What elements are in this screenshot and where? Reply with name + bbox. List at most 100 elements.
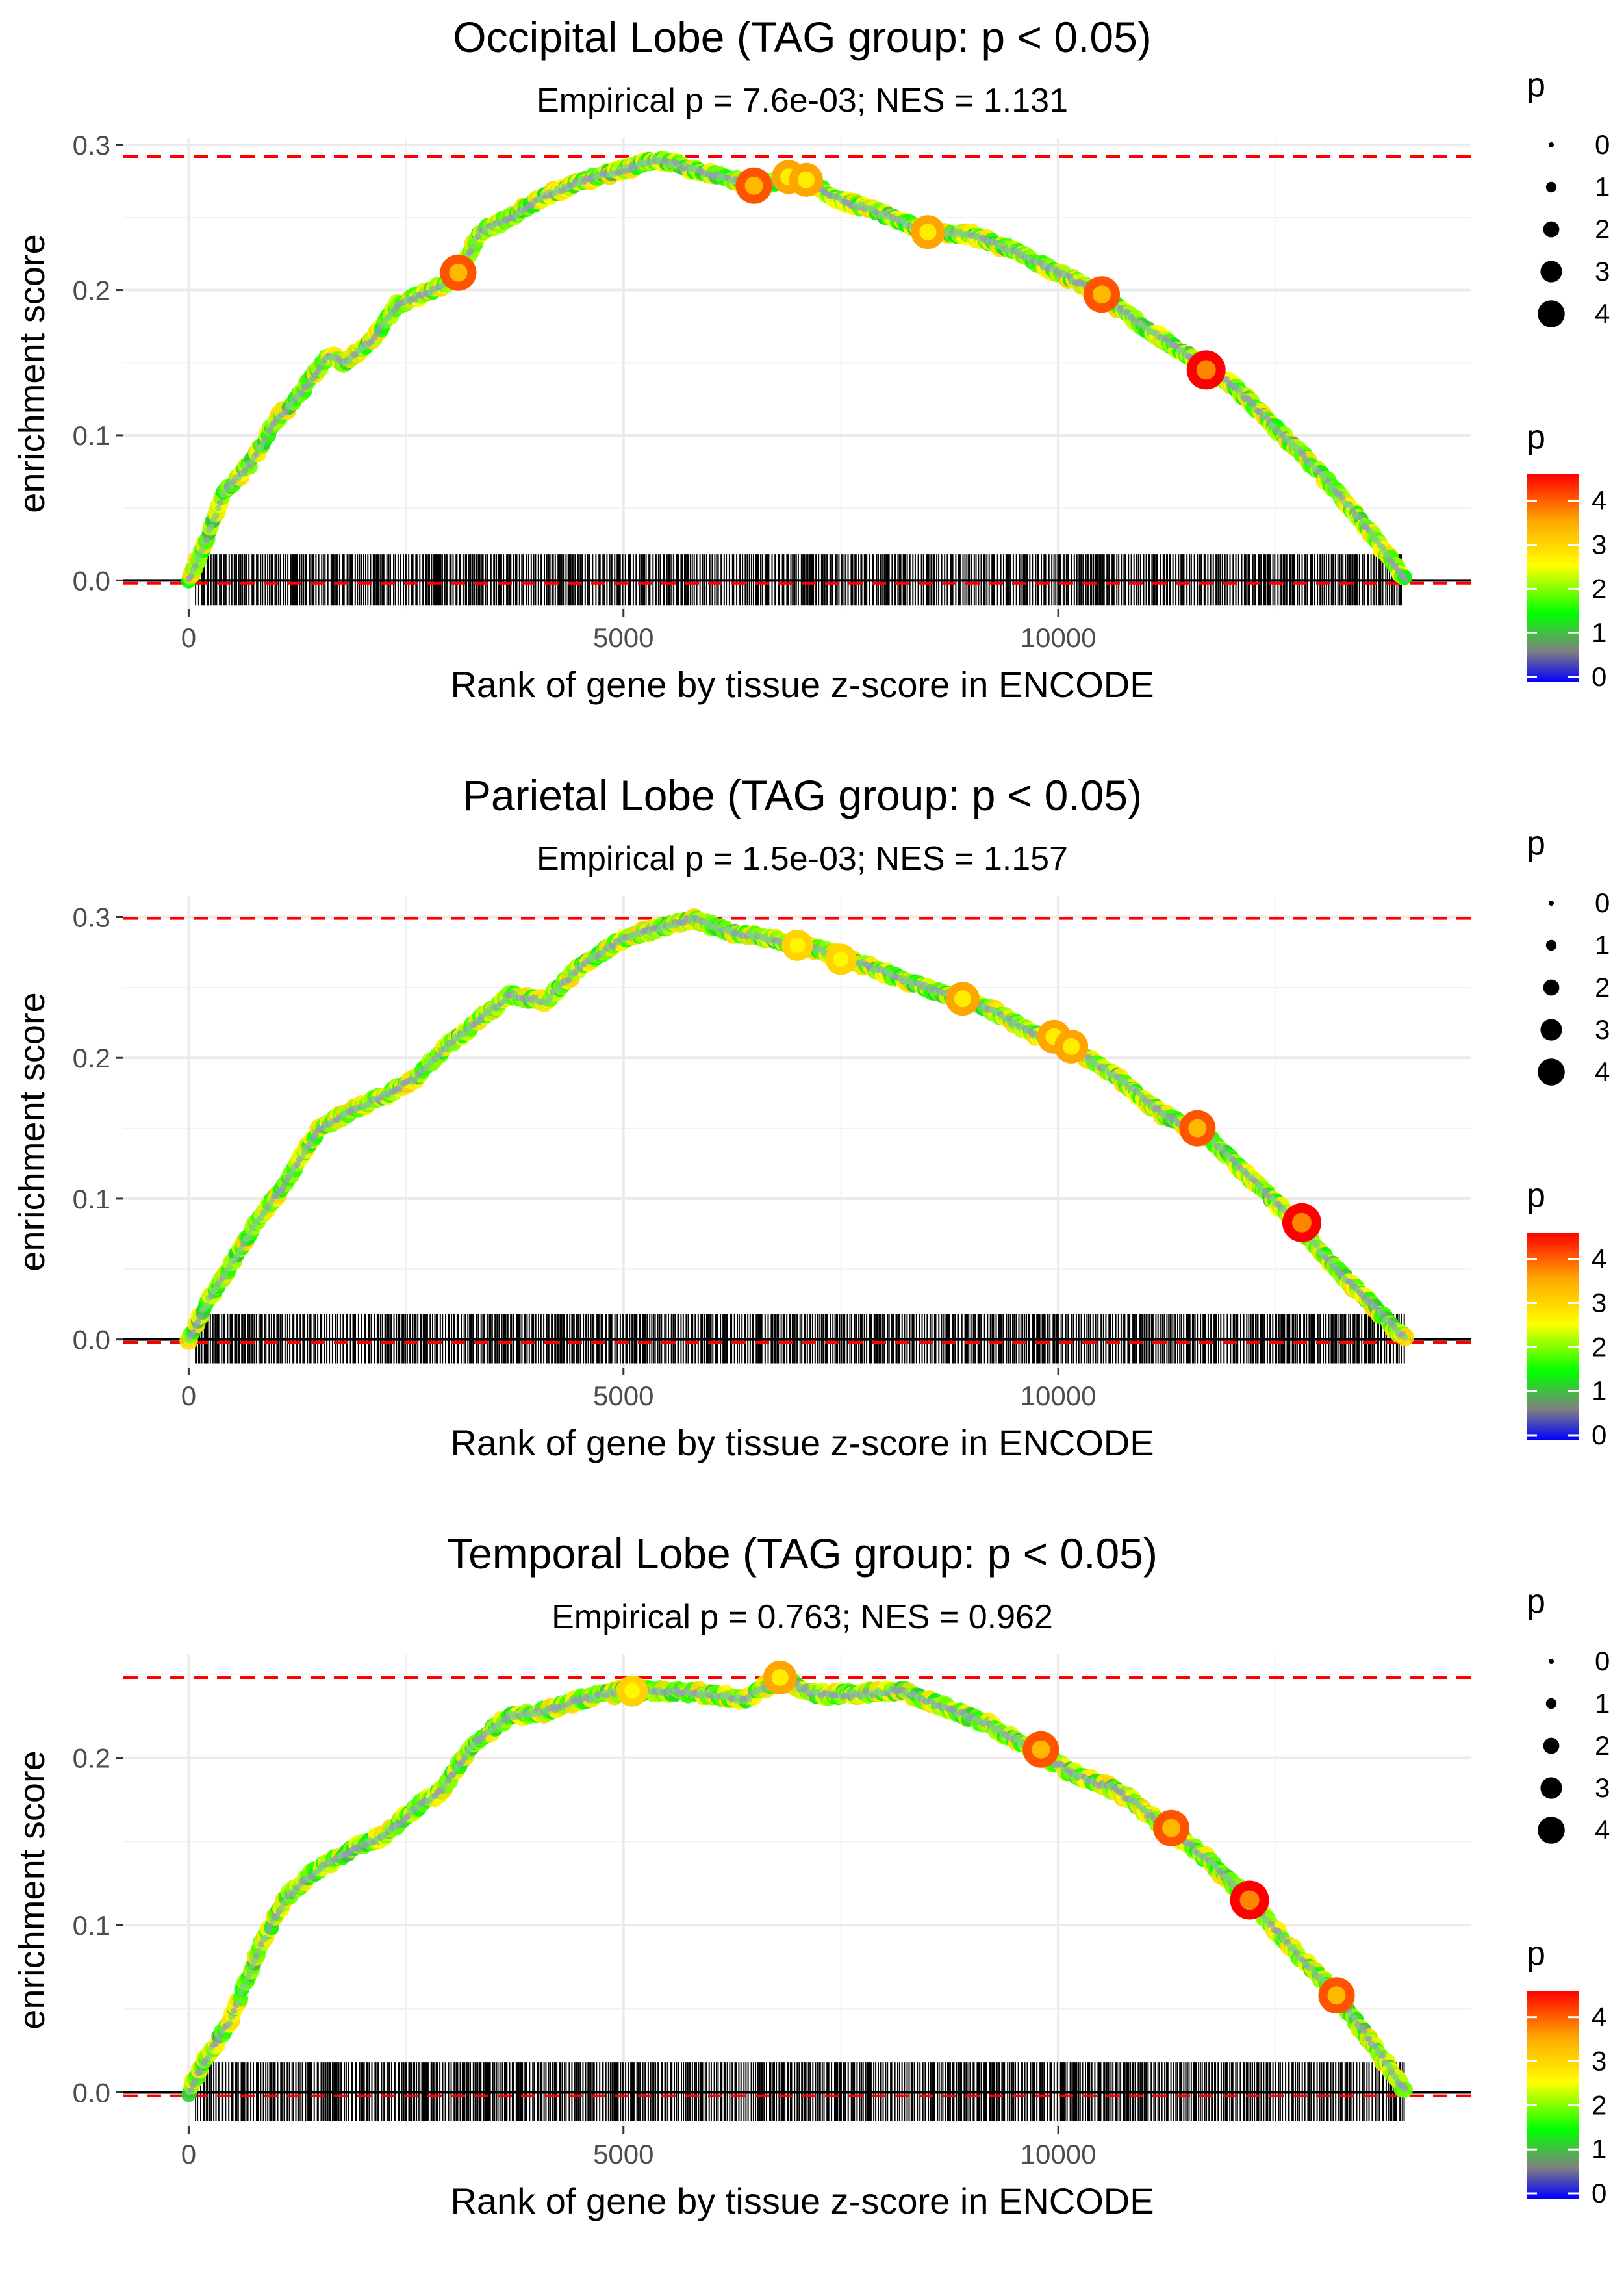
score-points: [179, 908, 1414, 1350]
chart-title: Temporal Lobe (TAG group: p < 0.05): [447, 1529, 1158, 1578]
score-point-core: [470, 242, 477, 249]
color-legend-label: 0: [1592, 661, 1606, 692]
color-legend-label: 3: [1592, 530, 1606, 560]
score-point-core: [208, 523, 215, 530]
y-tick-label: 0.1: [73, 420, 110, 451]
size-legend-label: 4: [1595, 298, 1610, 329]
highlight-point-inner: [1063, 1038, 1080, 1055]
size-legend-label: 1: [1595, 172, 1610, 202]
color-legend-title: p: [1527, 1177, 1545, 1214]
highlight-point-inner: [449, 263, 468, 282]
y-tick-label: 0.3: [73, 902, 110, 933]
score-point-core: [212, 512, 220, 519]
size-legend-dot: [1543, 979, 1560, 996]
color-legend-label: 4: [1592, 1244, 1606, 1274]
panel-1: Occipital Lobe (TAG group: p < 0.05) Empi…: [11, 13, 1610, 705]
size-legend-label: 4: [1595, 1056, 1610, 1087]
score-point-core: [262, 436, 269, 443]
y-tick-label: 0.3: [73, 130, 110, 160]
score-point-core: [1402, 576, 1408, 583]
size-legend-label: 2: [1595, 972, 1610, 1003]
size-legend-title: p: [1527, 824, 1545, 862]
score-point-core: [190, 1329, 197, 1336]
size-legend-dot: [1549, 142, 1554, 147]
score-point-core: [1379, 1310, 1386, 1318]
color-legend: p 4 3 2 1 0: [1527, 418, 1606, 692]
color-legend-label: 0: [1592, 1420, 1606, 1450]
score-point-core: [298, 389, 305, 396]
color-legend-label: 2: [1592, 1331, 1606, 1362]
y-tick-label: 0.2: [73, 1043, 110, 1073]
chart-title: Parietal Lobe (TAG group: p < 0.05): [463, 771, 1142, 819]
score-point-core: [212, 1286, 220, 1293]
score-point-core: [226, 1264, 233, 1271]
size-legend-label: 3: [1595, 256, 1610, 287]
highlight-point-inner: [1291, 1212, 1312, 1233]
score-points: [181, 151, 1413, 589]
size-legend-title: p: [1527, 66, 1545, 104]
size-legend-dot: [1538, 1058, 1565, 1086]
grid: [123, 1654, 1471, 2126]
x-tick-label: 0: [181, 622, 196, 653]
color-legend-title: p: [1527, 418, 1545, 456]
size-legend-dot: [1540, 261, 1562, 283]
score-point-core: [214, 505, 222, 512]
x-tick-label: 0: [181, 1381, 196, 1411]
color-legend: p 4 3 2 1 0: [1527, 1177, 1606, 1450]
x-axis-label: Rank of gene by tissue z-score in ENCODE: [450, 1422, 1154, 1463]
highlight-point-inner: [954, 990, 971, 1008]
score-point-core: [287, 402, 294, 409]
color-legend-label: 1: [1592, 1375, 1606, 1406]
x-axis-label: Rank of gene by tissue z-score in ENCODE: [450, 664, 1154, 705]
y-axis-label: enrichment score: [11, 992, 52, 1271]
x-tick-label: 10000: [1021, 622, 1097, 653]
highlight-point-inner: [1188, 1119, 1207, 1138]
y-axis-label: enrichment score: [11, 234, 52, 513]
size-legend-label: 0: [1595, 129, 1610, 160]
score-point-core: [1313, 1242, 1321, 1249]
size-legend: p 0 1 2 3 4: [1527, 824, 1610, 1087]
y-tick-label: 0.0: [73, 1325, 110, 1355]
size-legend-dot: [1545, 181, 1557, 193]
axes: 0 5000 10000 0.0 0.1 0.2 0.3 Rank of gene by ti…: [11, 130, 1154, 705]
score-point-core: [196, 1314, 203, 1320]
size-legend: p 0 1 2 3 4: [1527, 66, 1610, 329]
color-legend-label: 2: [1592, 573, 1606, 604]
axes: 0 5000 10000 0.0 0.1 0.2 0.3 Rank of gene by ti…: [11, 902, 1154, 1463]
score-point-core: [1402, 1334, 1408, 1341]
color-bar: [1527, 474, 1579, 682]
x-tick-label: 5000: [593, 1381, 653, 1411]
y-tick-label: 0.1: [73, 1184, 110, 1214]
color-legend-label: 3: [1592, 1288, 1606, 1318]
size-legend-dot: [1549, 901, 1554, 906]
score-point-core: [266, 426, 273, 433]
size-legend-label: 0: [1595, 888, 1610, 918]
score-point-core: [203, 537, 210, 543]
score-point-core: [194, 556, 201, 563]
highlight-point-inner: [789, 937, 806, 953]
size-legend-dot: [1545, 939, 1557, 951]
score-points: [181, 1661, 1414, 2102]
chart-subtitle: Empirical p = 0.763; NES = 0.962: [552, 1598, 1053, 1636]
color-legend-label: 4: [1592, 485, 1606, 516]
highlight-point-inner: [833, 951, 849, 967]
score-point-core: [217, 499, 224, 506]
size-legend-label: 3: [1595, 1014, 1610, 1045]
score-point-core: [253, 451, 260, 458]
score-point-core: [203, 1301, 210, 1309]
size-legend-dot: [1538, 300, 1565, 327]
chart-subtitle: Empirical p = 7.6e-03; NES = 1.131: [537, 82, 1068, 120]
y-tick-label: 0.0: [73, 565, 110, 596]
highlight-point-inner: [797, 171, 815, 188]
size-legend-dot: [1540, 1019, 1562, 1041]
highlight-point-inner: [1196, 360, 1216, 380]
y-tick-label: 0.2: [73, 275, 110, 306]
score-point-core: [474, 233, 481, 240]
score-point-core: [280, 1184, 287, 1191]
size-legend-label: 2: [1595, 214, 1610, 244]
chart-subtitle: Empirical p = 1.5e-03; NES = 1.157: [537, 840, 1068, 878]
chart-title: Occipital Lobe (TAG group: p < 0.05): [453, 13, 1152, 61]
size-legend-label: 1: [1595, 930, 1610, 960]
score-point-core: [246, 1231, 253, 1238]
